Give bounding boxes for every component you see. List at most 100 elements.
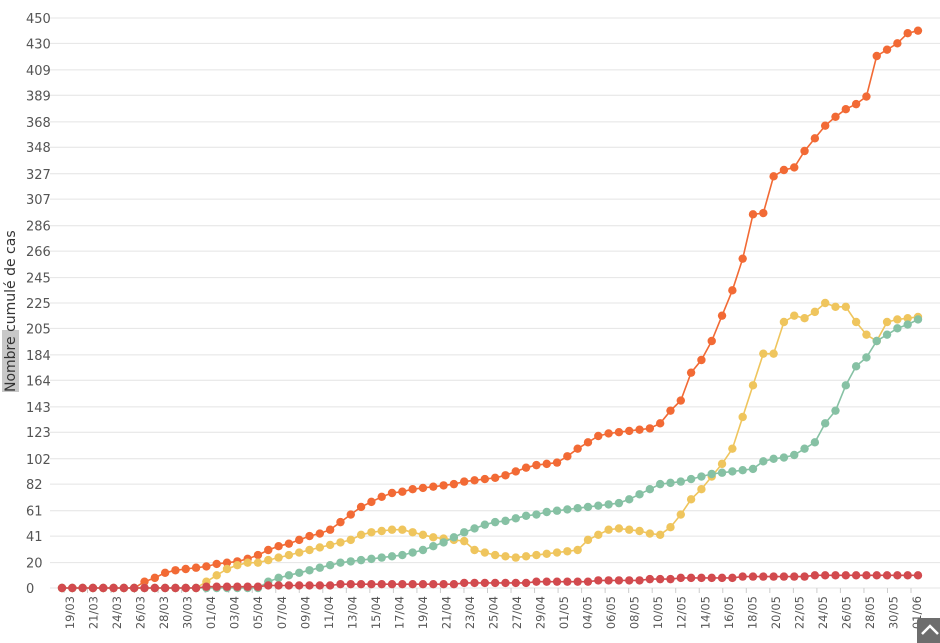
data-point [480, 548, 490, 557]
data-point [635, 425, 644, 434]
data-point [851, 99, 861, 109]
y-axis-label: Nombre cumulé de cas [3, 230, 19, 392]
data-point [460, 477, 469, 486]
y-tick-label: 205 [26, 322, 51, 337]
data-point [68, 583, 77, 593]
data-point [532, 510, 541, 519]
data-point [614, 576, 624, 585]
data-point [305, 566, 314, 575]
data-point [429, 482, 438, 491]
data-point [253, 582, 263, 591]
data-point [697, 573, 706, 583]
data-point [759, 208, 768, 218]
data-point [655, 530, 665, 539]
data-point [480, 520, 490, 529]
data-point [295, 535, 304, 545]
x-tick-label: 30/05 [886, 596, 900, 629]
data-point [377, 492, 386, 501]
data-point [315, 529, 325, 538]
data-point [872, 336, 881, 346]
data-point [645, 424, 655, 433]
data-point [686, 495, 696, 504]
data-point [872, 571, 881, 580]
data-point [78, 583, 87, 593]
data-point [398, 580, 407, 589]
data-point [57, 583, 67, 593]
y-tick-label: 307 [26, 193, 51, 208]
data-point [573, 444, 582, 453]
data-point [88, 583, 98, 593]
data-point [614, 428, 624, 437]
data-point [717, 468, 727, 477]
data-point [717, 459, 727, 469]
data-point [583, 438, 593, 447]
data-point [470, 524, 479, 533]
data-point [511, 514, 520, 523]
data-point [377, 553, 386, 562]
data-point [831, 302, 840, 311]
data-point [810, 571, 820, 580]
x-tick-label: 05/04 [251, 596, 265, 629]
y-tick-label: 245 [26, 272, 51, 287]
data-point [913, 571, 923, 580]
data-point [594, 431, 603, 441]
data-point [264, 581, 273, 590]
data-point [418, 530, 428, 539]
series-line [62, 302, 919, 589]
x-tick-label: 06/05 [604, 596, 618, 629]
data-point [573, 577, 582, 586]
data-point [325, 581, 335, 590]
data-point [222, 582, 232, 591]
series-layer [57, 26, 923, 593]
data-point [295, 581, 304, 590]
data-point [532, 550, 541, 560]
data-point [521, 463, 531, 472]
data-point [521, 578, 531, 588]
data-point [336, 517, 345, 527]
data-point [501, 516, 510, 526]
data-point [356, 580, 366, 589]
scroll-top-button[interactable] [917, 618, 940, 643]
data-point [542, 459, 551, 469]
data-point [728, 286, 737, 295]
data-point [315, 543, 325, 552]
x-tick-label: 20/05 [769, 596, 783, 629]
data-point [841, 302, 851, 311]
data-point [274, 542, 283, 551]
data-point [439, 538, 448, 547]
data-point [470, 578, 479, 588]
data-point [748, 381, 758, 390]
data-point [295, 548, 304, 557]
data-point [604, 500, 613, 509]
data-point [676, 396, 685, 405]
data-point [779, 453, 789, 462]
data-point [717, 573, 727, 583]
data-point [707, 336, 716, 346]
y-tick-label: 41 [26, 530, 43, 545]
data-point [810, 307, 820, 317]
data-point [274, 581, 283, 590]
data-point [882, 330, 892, 339]
data-point [882, 571, 892, 580]
data-point [893, 571, 902, 580]
y-tick-label: 184 [26, 349, 51, 364]
data-point [862, 92, 871, 101]
x-tick-label: 19/03 [63, 596, 77, 629]
data-point [305, 531, 314, 541]
data-point [913, 315, 923, 324]
data-point [851, 317, 861, 327]
series-3 [57, 315, 923, 593]
data-point [470, 476, 479, 485]
data-point [831, 112, 840, 122]
data-point [552, 506, 562, 515]
data-point [408, 548, 417, 557]
chevron-up-icon [921, 624, 939, 635]
y-tick-label: 450 [26, 12, 51, 27]
data-point [800, 314, 809, 323]
x-tick-label: 26/05 [839, 596, 853, 629]
data-point [697, 485, 706, 494]
data-point [398, 525, 407, 534]
data-point [222, 558, 232, 567]
y-tick-label: 123 [26, 426, 51, 441]
data-point [820, 298, 830, 308]
